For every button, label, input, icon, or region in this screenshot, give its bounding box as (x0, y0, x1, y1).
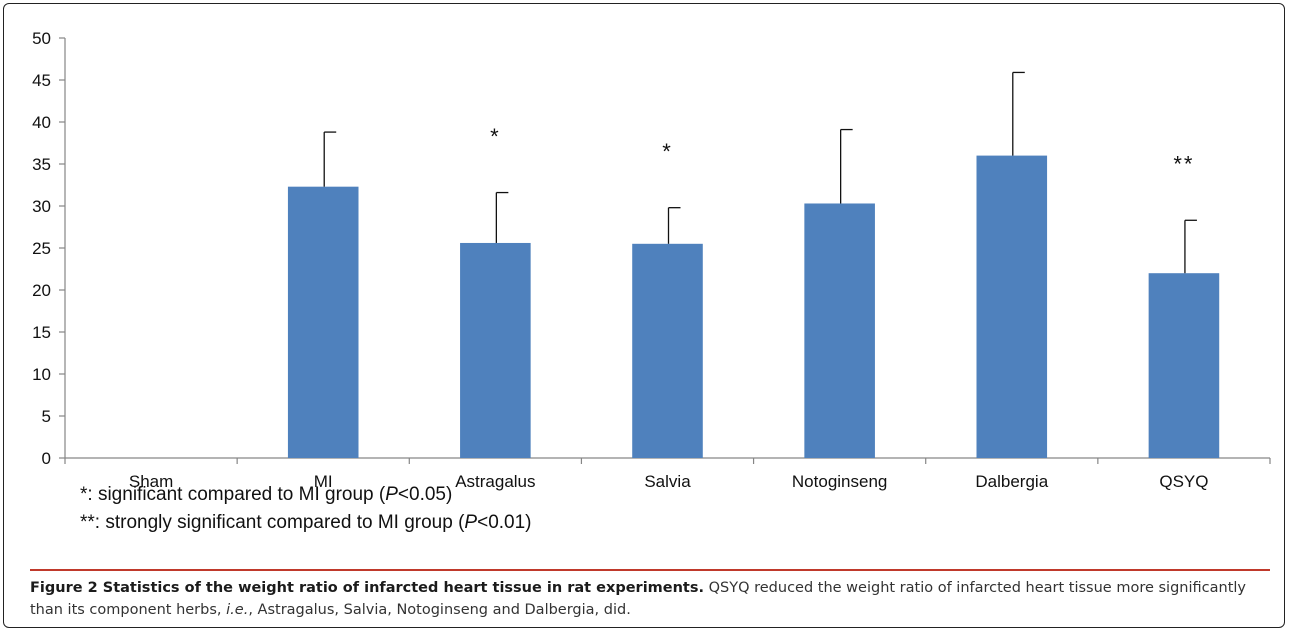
y-tick-label: 25 (32, 239, 51, 258)
bar-astragalus (460, 242, 531, 458)
y-tick-label: 35 (32, 155, 51, 174)
significance-note-p05: *: significant compared to MI group (P<0… (80, 484, 452, 506)
one-star-text: : significant compared to MI group ( (87, 484, 386, 505)
y-tick-label: 10 (32, 365, 51, 384)
p-letter-1: P (385, 484, 398, 505)
y-tick-label: 5 (42, 407, 51, 426)
p-letter-2: P (464, 512, 478, 533)
x-tick-label-salvia: Salvia (644, 472, 691, 491)
significance-mark-astragalus: * (490, 124, 501, 149)
y-tick-label: 0 (42, 449, 51, 468)
y-tick-label: 15 (32, 323, 51, 342)
x-tick-label-dalbergia: Dalbergia (975, 472, 1048, 491)
x-tick-label-astragalus: Astragalus (455, 472, 535, 491)
bar-mi (287, 186, 359, 458)
bar-chart: 0 5 10 15 20 25 30 35 40 45 50 Sham MI * Astragalus * Sa… (32, 29, 1271, 491)
figure-caption: Figure 2 Statistics of the weight ratio … (30, 569, 1270, 621)
caption-text-before: QSYQ reduced the weight ratio of infarct… (30, 580, 1246, 618)
p05-value: <0.05) (397, 484, 453, 505)
significance-mark-salvia: * (662, 139, 673, 164)
y-tick-label: 45 (32, 71, 51, 90)
figure-frame (3, 3, 1285, 628)
x-tick-label-qsyq: QSYQ (1159, 472, 1208, 491)
caption-text-after: , Astragalus, Salvia, Notoginseng and Da… (248, 602, 631, 618)
y-tick-label: 50 (32, 29, 51, 48)
x-tick-label-notoginseng: Notoginseng (792, 472, 887, 491)
y-tick-label: 40 (32, 113, 51, 132)
two-star-text: : strongly significant compared to MI gr… (94, 512, 465, 533)
bar-salvia (632, 243, 703, 458)
significance-note-p01: **: strongly significant compared to MI … (80, 512, 532, 534)
bar-qsyq (1148, 273, 1220, 458)
y-tick-label: 20 (32, 281, 51, 300)
bar-dalbergia (976, 155, 1048, 458)
x-tick-label-mi: MI (314, 472, 333, 491)
x-tick-label-sham: Sham (129, 472, 173, 491)
y-tick-label: 30 (32, 197, 51, 216)
caption-label: Figure 2 Statistics of the weight ratio … (30, 580, 704, 596)
bar-notoginseng (804, 203, 875, 458)
one-star-symbol: * (80, 484, 88, 505)
significance-mark-qsyq: ** (1173, 151, 1194, 176)
two-star-symbol: ** (80, 512, 95, 533)
caption-ie: i.e. (226, 602, 249, 618)
p01-value: <0.01) (477, 512, 532, 533)
